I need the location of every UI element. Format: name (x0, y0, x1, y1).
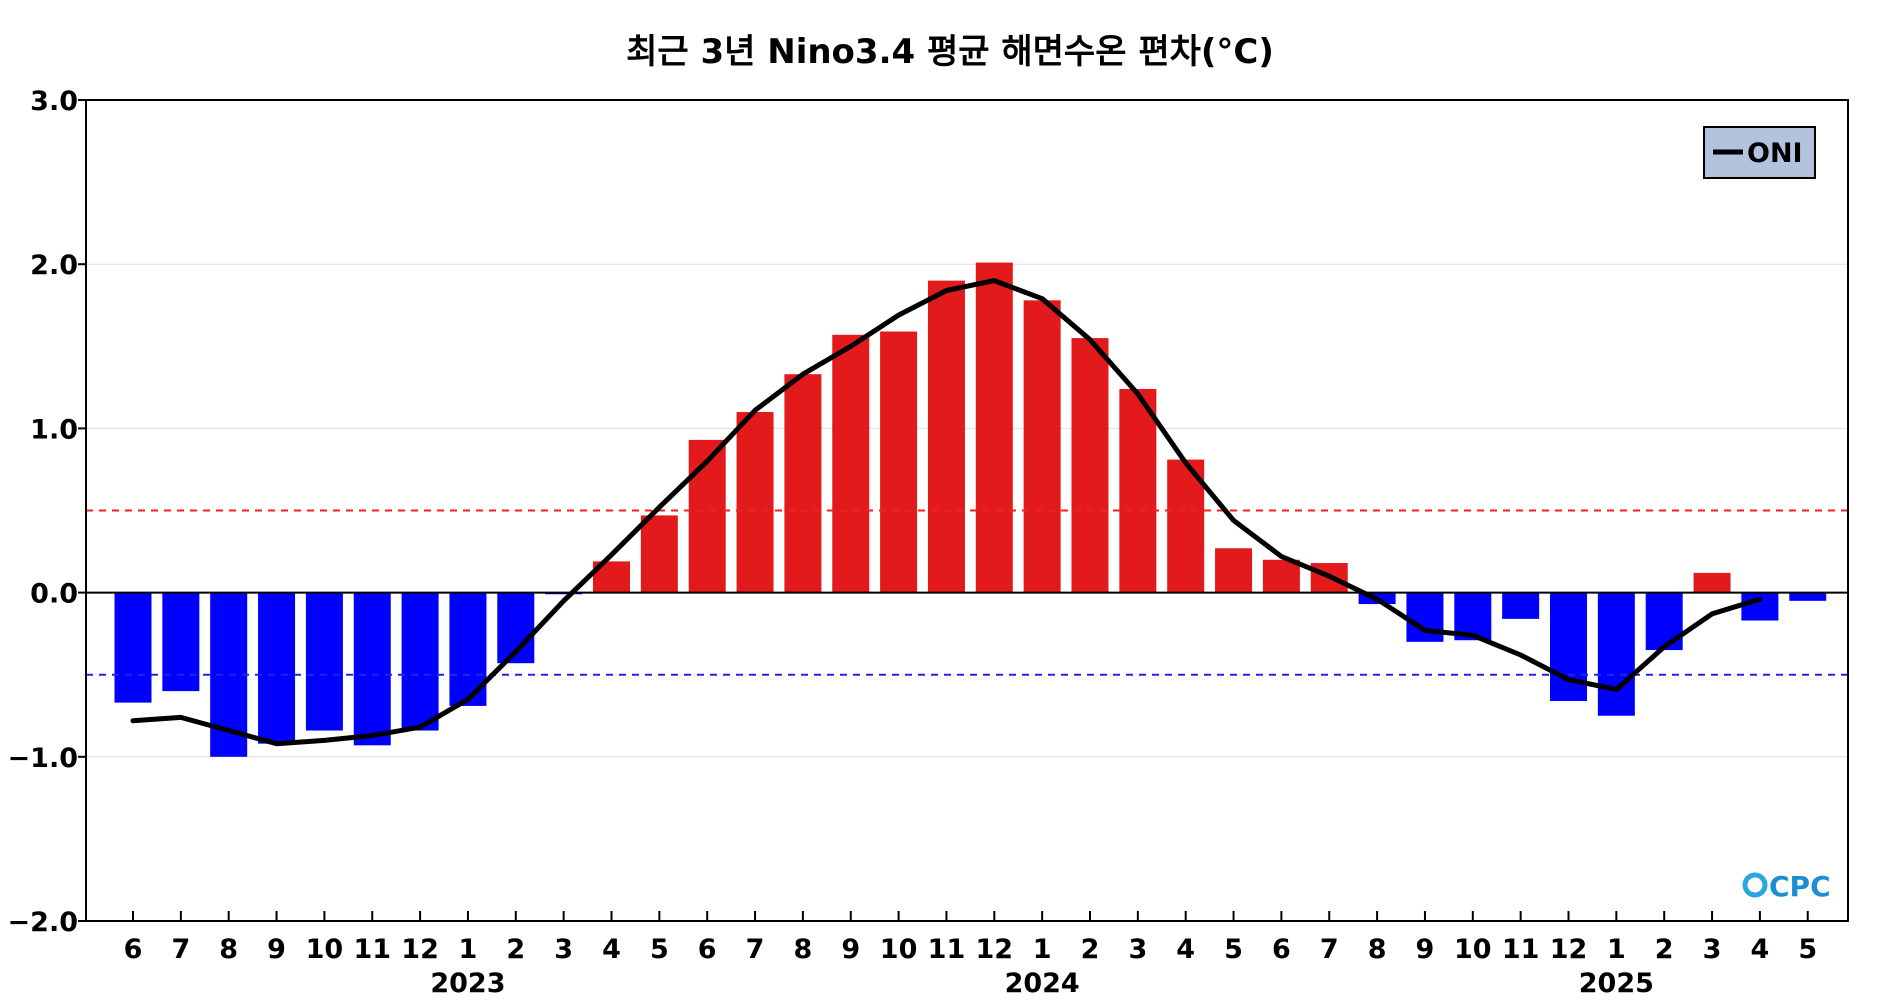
bar (162, 592, 200, 692)
bar (1597, 592, 1635, 716)
x-tick-label: 11 (928, 934, 966, 965)
x-tick-label: 6 (698, 934, 717, 965)
bar (1167, 459, 1205, 593)
bar (784, 374, 822, 593)
bar (1023, 300, 1061, 593)
x-tick-label: 3 (1703, 934, 1722, 965)
x-tick-label: 3 (554, 934, 573, 965)
x-tick-label: 3 (1128, 934, 1147, 965)
x-tick-label: 7 (171, 934, 190, 965)
x-tick-label: 1 (1033, 934, 1052, 965)
x-tick-label: 8 (794, 934, 813, 965)
plot-frame (85, 99, 1849, 922)
x-tick-label: 10 (880, 934, 918, 965)
bar (640, 515, 678, 593)
bar (1071, 338, 1109, 593)
legend-label-oni: ONI (1747, 138, 1803, 169)
bar (736, 411, 774, 593)
bar (258, 592, 296, 744)
x-tick-label: 8 (219, 934, 238, 965)
x-axis-ticks: 6 7 8 9 10 11 12 1 2 3 4 5 6 7 8 9 10 11 12 1 2 3 4 5 6 7 8 9 10 11 12… (124, 911, 1817, 965)
x-tick-label: 12 (401, 934, 439, 965)
y-axis-ticks: 3.0 2.0 1.0 0.0 −1.0 −2.0 (8, 86, 86, 938)
bar (1215, 548, 1253, 593)
year-label: 2025 (1579, 968, 1654, 999)
x-tick-label: 6 (1272, 934, 1291, 965)
bars (114, 262, 1827, 757)
oni-line-layer (130, 278, 1763, 747)
x-tick-label: 7 (1320, 934, 1339, 965)
x-tick-label: 10 (1454, 934, 1492, 965)
bar (1406, 592, 1444, 642)
x-tick-label: 4 (1176, 934, 1195, 965)
bar (401, 592, 439, 731)
bar (832, 334, 870, 593)
x-tick-label: 2 (1655, 934, 1674, 965)
x-tick-label: 11 (353, 934, 391, 965)
gridlines (86, 263, 1848, 758)
bar (927, 280, 965, 593)
x-tick-label: 5 (650, 934, 669, 965)
bar (1645, 592, 1683, 651)
bar (305, 592, 343, 731)
year-label: 2024 (1005, 968, 1080, 999)
chart-title: 최근 3년 Nino3.4 평균 해면수온 편차(°C) (626, 32, 1274, 72)
x-tick-label: 6 (124, 934, 143, 965)
bar (1262, 559, 1300, 593)
reference-lines-top (86, 509, 1848, 676)
x-tick-label: 5 (1224, 934, 1243, 965)
cpc-logo-text: CPC (1769, 870, 1831, 903)
x-tick-label: 12 (1550, 934, 1588, 965)
x-tick-label: 9 (841, 934, 860, 965)
x-tick-label: 9 (1416, 934, 1435, 965)
x-tick-label: 8 (1368, 934, 1387, 965)
x-tick-label: 10 (306, 934, 344, 965)
x-tick-label: 2 (506, 934, 525, 965)
bar (688, 439, 726, 593)
legend-box (1703, 126, 1816, 179)
bar (114, 592, 152, 703)
y-tick-label: 3.0 (30, 86, 78, 117)
x-tick-label: 7 (746, 934, 765, 965)
x-tick-label: 4 (1751, 934, 1770, 965)
y-tick-label: 2.0 (30, 250, 78, 281)
x-tick-label: 1 (1607, 934, 1626, 965)
x-tick-label: 2 (1081, 934, 1100, 965)
year-labels: 2023 2024 2025 (430, 968, 1654, 999)
legend: ONI (1703, 126, 1816, 179)
bar (353, 592, 391, 746)
bar (975, 262, 1013, 593)
bar (1693, 572, 1731, 593)
x-tick-label: 12 (976, 934, 1014, 965)
x-tick-label: 11 (1502, 934, 1540, 965)
bar (880, 331, 918, 593)
oni-line (130, 278, 1763, 747)
x-tick-label: 5 (1798, 934, 1817, 965)
cpc-logo-mark (1742, 872, 1768, 898)
x-tick-label: 9 (267, 934, 286, 965)
y-tick-label: 0.0 (30, 579, 78, 610)
x-tick-label: 4 (602, 934, 621, 965)
cpc-logo: CPC (1742, 870, 1831, 903)
y-tick-label: 1.0 (30, 414, 78, 445)
bar (1119, 388, 1157, 593)
y-tick-label: −2.0 (8, 907, 78, 938)
x-tick-label: 1 (459, 934, 478, 965)
bar (1502, 592, 1540, 619)
year-label: 2023 (430, 968, 505, 999)
bar (1789, 592, 1827, 601)
y-tick-label: −1.0 (8, 743, 78, 774)
